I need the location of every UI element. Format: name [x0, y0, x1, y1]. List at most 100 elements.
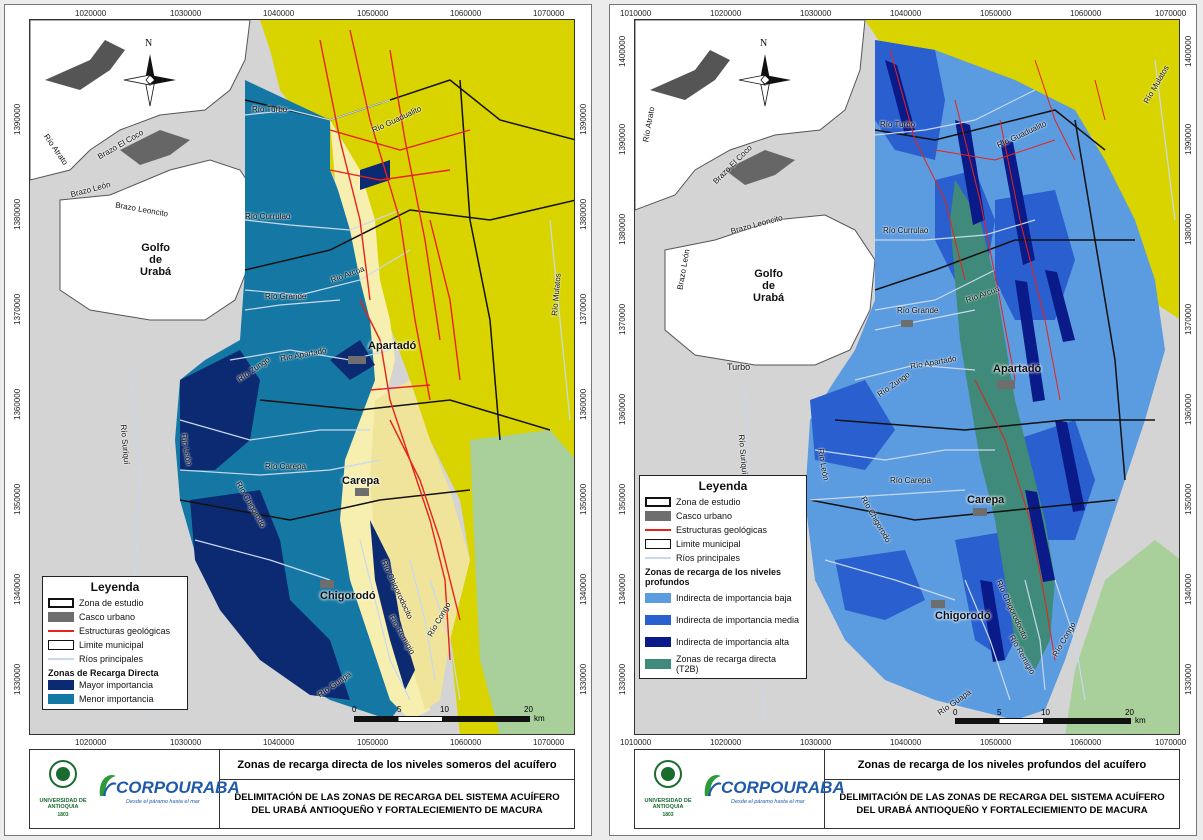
corpouraba-name: CORPOURABA: [116, 778, 240, 797]
municipal-boundary: [809, 499, 1116, 521]
legend-title: Leyenda: [90, 580, 140, 594]
udea-name: UNIVERSIDAD DE ANTIOQUIA: [644, 798, 692, 810]
x-tick: 1060000: [450, 9, 482, 18]
x-tick: 1070000: [1155, 9, 1187, 18]
x-tick: 1030000: [800, 9, 832, 18]
green-zone: [1065, 540, 1179, 734]
legend-swatch: [48, 612, 74, 622]
north-arrow-icon: [738, 54, 791, 107]
x-tick: 1060000: [1070, 9, 1102, 18]
map-frame: N Golfo de Urabá Apartadó Carepa Chigoro…: [634, 19, 1180, 735]
scale-tick: 10: [440, 705, 449, 714]
gulf-water: [664, 214, 876, 366]
label-turbo: Turbo: [727, 362, 751, 372]
legend-swatch: [48, 680, 74, 690]
y-tick: 1330000: [1184, 663, 1193, 695]
legend-section: Zonas de Recarga Directa: [48, 668, 159, 678]
delta-island: [45, 40, 125, 90]
x-tick: 1010000: [620, 738, 652, 747]
legend-item-municipal: Limite municipal: [645, 537, 801, 551]
scale-tick: 5: [997, 708, 1002, 717]
corpouraba-name: CORPOURABA: [721, 778, 845, 797]
municipal-boundary: [834, 419, 1155, 431]
footer-title: Zonas de recarga de los niveles profundo…: [825, 750, 1179, 780]
x-tick: 1030000: [800, 738, 832, 747]
recharge-t2b: [950, 180, 1055, 670]
legend-swatch: [645, 637, 671, 647]
y-tick: 1380000: [13, 198, 22, 230]
x-tick: 1030000: [170, 738, 202, 747]
mountain-zone: [865, 20, 1179, 319]
y-tick: 1380000: [579, 198, 588, 230]
y-tick: 1360000: [618, 393, 627, 425]
scale-unit: km: [534, 714, 545, 723]
x-tick: 1050000: [357, 738, 389, 747]
y-tick: 1380000: [1184, 213, 1193, 245]
y-tick: 1340000: [618, 573, 627, 605]
recharge-mayor: [180, 350, 260, 470]
x-tick: 1020000: [75, 738, 107, 747]
label-chigorodo: Chigorodó: [935, 610, 991, 622]
map-footer: UNIVERSIDAD DE ANTIOQUIA 1803 CORPOURABA…: [634, 749, 1180, 829]
map-legend: Leyenda Zona de estudio Casco urbano Est…: [42, 576, 188, 710]
y-tick: 1370000: [13, 293, 22, 325]
legend-item-mayor: Mayor importancia: [48, 678, 182, 692]
geological-faults: [889, 49, 1106, 661]
north-label: N: [760, 38, 768, 49]
legend-item-urban: Casco urbano: [48, 610, 182, 624]
logos-area: UNIVERSIDAD DE ANTIOQUIA 1803 CORPOURABA…: [30, 750, 240, 828]
main-rivers: [744, 59, 1176, 721]
map-canvas: [30, 20, 574, 734]
udea-year: 1803: [662, 812, 674, 818]
sea-north: [30, 20, 251, 181]
urban-carepa: [973, 508, 987, 516]
y-tick: 1400000: [618, 35, 627, 67]
x-tick: 1040000: [890, 738, 922, 747]
footer-title: Zonas de recarga directa de los niveles …: [220, 750, 574, 780]
recharge-mayor: [190, 490, 350, 700]
label-apartado: Apartadó: [368, 340, 417, 352]
udea-name: UNIVERSIDAD DE ANTIOQUIA: [39, 798, 87, 810]
y-tick: 1390000: [13, 103, 22, 135]
y-tick: 1390000: [1184, 123, 1193, 155]
x-tick: 1020000: [710, 738, 742, 747]
legend-item-alta: Indirecta de importancia alta: [645, 631, 801, 653]
scale-tick: 0: [953, 708, 958, 717]
x-tick: 1050000: [980, 9, 1012, 18]
map-legend: Leyenda Zona de estudio Casco urbano Est…: [639, 475, 807, 679]
legend-item-rivers: Ríos principales: [645, 551, 801, 565]
legend-swatch: [645, 659, 671, 669]
y-tick: 1360000: [13, 388, 22, 420]
label-rio-grande: Río Grande: [265, 292, 307, 301]
legend-swatch: [645, 497, 671, 507]
y-tick: 1330000: [579, 663, 588, 695]
municipal-boundary: [874, 239, 1135, 291]
scale-unit: km: [1135, 716, 1146, 725]
legend-item-faults: Estructuras geológicas: [645, 523, 801, 537]
label-rio-grande: Río Grande: [897, 306, 939, 315]
delta-island: [725, 150, 795, 185]
y-tick: 1370000: [579, 293, 588, 325]
y-tick: 1330000: [13, 663, 22, 695]
urban-carepa: [355, 488, 369, 496]
corpouraba-logo-icon: [99, 774, 117, 797]
y-tick: 1390000: [579, 103, 588, 135]
scale-bar-graphic: [354, 716, 530, 722]
label-chigorodo: Chigorodó: [320, 590, 376, 602]
legend-section: Zonas de recarga de los niveles profundo…: [645, 567, 782, 587]
recharge-mayor: [370, 520, 415, 690]
municipal-boundary: [874, 109, 1106, 151]
y-tick: 1390000: [618, 123, 627, 155]
map-frame: N Golfo de Urabá Apartadó Carepa Chigoro…: [29, 19, 575, 735]
legend-item-baja: Indirecta de importancia baja: [645, 587, 801, 609]
label-carepa: Carepa: [967, 494, 1005, 506]
x-tick: 1060000: [1070, 738, 1102, 747]
udea-seal-icon: [49, 760, 77, 788]
corpouraba-tagline: Desde el páramo hasta el mar: [731, 799, 805, 805]
map-panel-deep: 1010000 1020000 1030000 1040000 1050000 …: [609, 4, 1197, 836]
urban-currulao: [901, 320, 913, 327]
north-label: N: [145, 38, 153, 49]
legend-item-t2b: Zonas de recarga directa (T2B): [645, 653, 801, 675]
label-golfo: Golfo de Urabá: [140, 242, 172, 278]
y-tick: 1350000: [1184, 483, 1193, 515]
